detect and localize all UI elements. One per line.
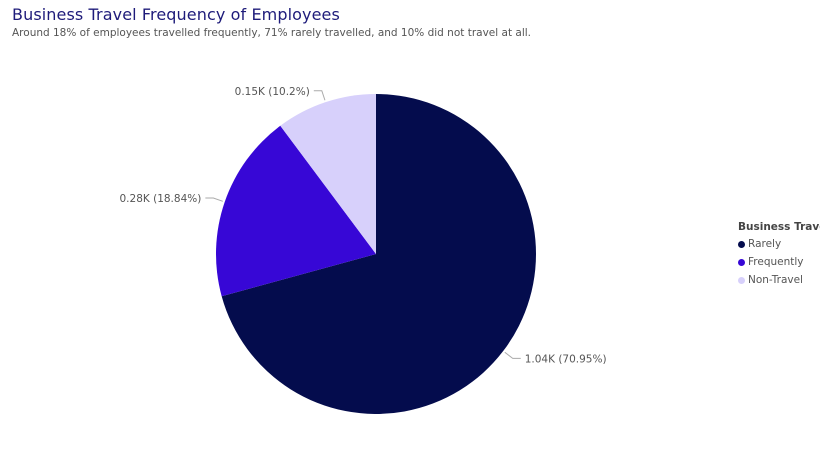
legend-item-frequently[interactable]: Frequently bbox=[738, 253, 820, 271]
leader-line-frequently bbox=[205, 197, 223, 202]
data-label-rarely: 1.04K (70.95%) bbox=[525, 353, 607, 365]
legend: Business Travel Rarely Frequently Non-Tr… bbox=[738, 221, 820, 289]
pie-slice-non-travel[interactable] bbox=[280, 94, 376, 254]
chart-subtitle: Around 18% of employees travelled freque… bbox=[12, 27, 532, 39]
legend-title: Business Travel bbox=[738, 221, 820, 233]
legend-marker-rarely bbox=[738, 240, 745, 248]
data-label-frequently: 0.28K (18.84%) bbox=[120, 193, 202, 205]
pie-slice-frequently[interactable] bbox=[216, 125, 376, 297]
legend-item-rarely[interactable]: Rarely bbox=[738, 235, 820, 253]
data-label-non-travel: 0.15K (10.2%) bbox=[235, 86, 310, 98]
leader-line-non-travel bbox=[313, 90, 326, 101]
legend-label-non-travel: Non-Travel bbox=[748, 274, 803, 286]
legend-marker-non-travel bbox=[738, 276, 745, 284]
chart-title: Business Travel Frequency of Employees bbox=[12, 5, 340, 24]
legend-item-non-travel[interactable]: Non-Travel bbox=[738, 271, 820, 289]
legend-marker-frequently bbox=[738, 258, 745, 266]
legend-label-rarely: Rarely bbox=[748, 238, 782, 250]
pie-slice-rarely[interactable] bbox=[221, 94, 536, 414]
legend-label-frequently: Frequently bbox=[748, 256, 804, 268]
leader-line-rarely bbox=[504, 351, 521, 359]
